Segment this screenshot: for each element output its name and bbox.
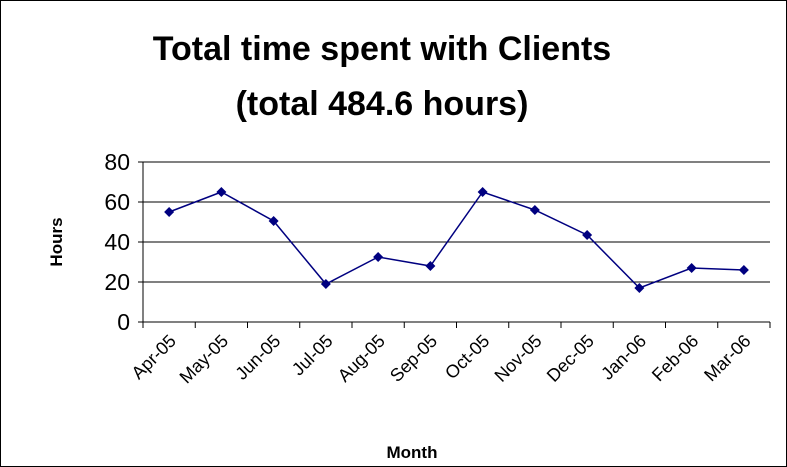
data-point <box>529 205 540 215</box>
y-tick-label: 60 <box>104 189 130 215</box>
data-point <box>425 261 436 271</box>
y-tick-label: 20 <box>104 269 130 295</box>
data-point <box>686 263 697 273</box>
y-axis-label: Hours <box>47 217 66 266</box>
y-tick-label: 80 <box>104 149 130 175</box>
data-point <box>738 265 749 275</box>
data-point <box>634 283 645 293</box>
data-point <box>582 230 593 240</box>
y-tick-label: 0 <box>117 309 130 335</box>
chart-title: Total time spent with Clients <box>153 30 611 68</box>
series-line <box>168 191 744 289</box>
y-tick-label: 40 <box>104 229 130 255</box>
data-point <box>320 279 331 289</box>
data-point <box>164 207 175 217</box>
x-axis-label: Month <box>387 443 438 462</box>
data-point <box>477 187 488 197</box>
data-point <box>216 187 227 197</box>
chart-title: (total 484.6 hours) <box>236 85 529 123</box>
data-point <box>373 252 384 262</box>
data-point <box>268 216 279 226</box>
